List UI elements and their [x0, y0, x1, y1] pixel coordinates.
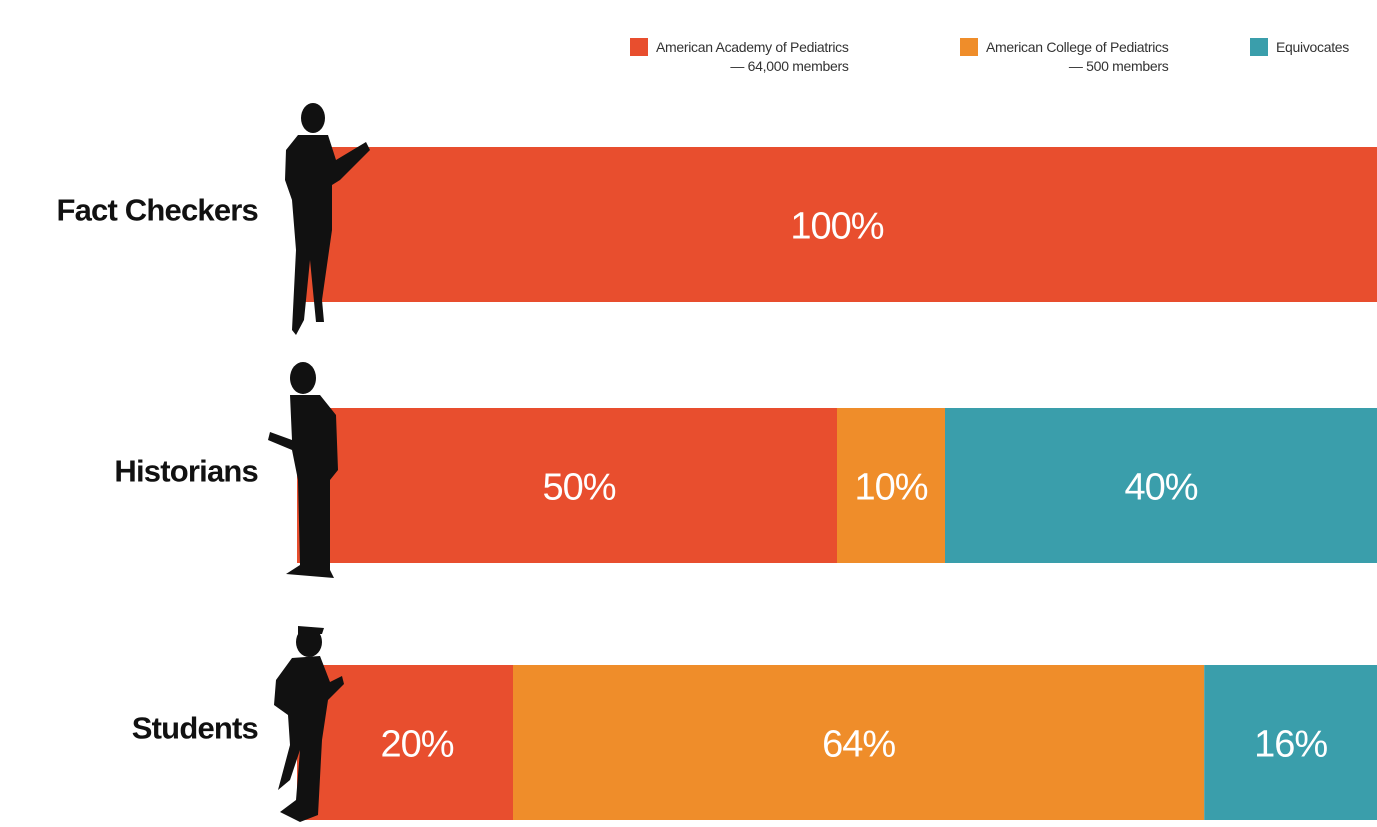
legend-swatch: [960, 38, 978, 56]
bar-segment: [1204, 665, 1377, 820]
bar-segment: [297, 408, 837, 563]
bar-segment: [297, 147, 1377, 302]
silhouette-woman: [285, 103, 370, 335]
silhouette-man: [268, 362, 338, 578]
legend-item: Equivocates: [1250, 38, 1349, 57]
bar-segment: [945, 408, 1377, 563]
value-label: 10%: [854, 467, 927, 509]
legend-label: Equivocates: [1276, 39, 1349, 55]
bar-segment: [513, 665, 1205, 820]
silhouettes: [268, 103, 370, 822]
legend-label: American College of Pediatrics — 500 mem…: [986, 39, 1169, 74]
legend-swatch: [1250, 38, 1268, 56]
bar-segment: [837, 408, 945, 563]
value-label: 40%: [1124, 467, 1197, 509]
value-label: 20%: [380, 724, 453, 766]
bars: [297, 147, 1377, 820]
silhouette-student: [274, 626, 344, 822]
value-label: 100%: [790, 206, 883, 248]
legend-label: American Academy of Pediatrics — 64,000 …: [656, 39, 849, 74]
value-label: 16%: [1254, 724, 1327, 766]
value-label: 50%: [542, 467, 615, 509]
value-label: 64%: [822, 724, 895, 766]
category-label: Students: [132, 711, 258, 746]
category-label: Historians: [114, 454, 258, 489]
legend-item: American College of Pediatrics — 500 mem…: [960, 38, 1169, 76]
legend-swatch: [630, 38, 648, 56]
category-label: Fact Checkers: [56, 193, 258, 228]
legend-item: American Academy of Pediatrics — 64,000 …: [630, 38, 849, 76]
